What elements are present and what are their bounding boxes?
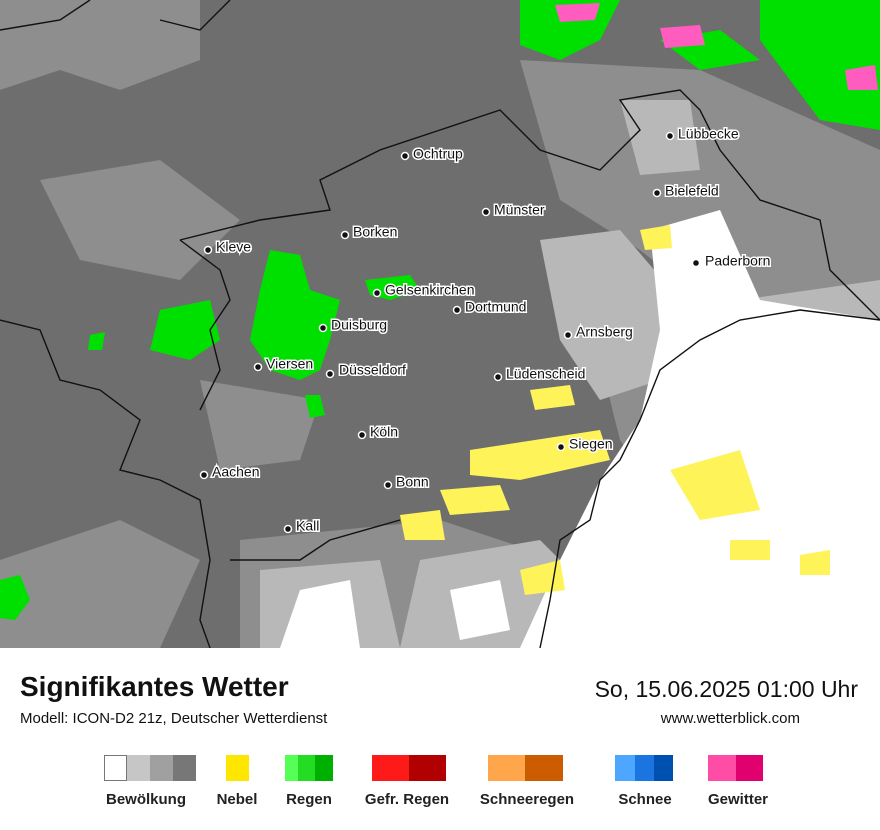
- city-label: Bonn: [396, 474, 429, 490]
- borders: [0, 0, 880, 648]
- legend-label: Bewölkung: [105, 791, 187, 808]
- legend-label: Gefr. Regen: [364, 791, 450, 808]
- legend-label: Nebel: [216, 791, 258, 808]
- legend-swatch: [488, 755, 525, 781]
- legend-swatch: [150, 755, 173, 781]
- legend-label: Regen: [286, 791, 332, 808]
- city-label: Dortmund: [465, 299, 526, 315]
- city-label: Kleve: [216, 239, 251, 255]
- city-label: Köln: [370, 424, 398, 440]
- city-label: Bielefeld: [665, 183, 719, 199]
- city-label: Düsseldorf: [339, 362, 406, 378]
- cloud-clear: [280, 210, 880, 648]
- legend-swatch: [104, 755, 127, 781]
- legend-label: Schneeregen: [479, 791, 575, 808]
- legend-swatch: [173, 755, 196, 781]
- city-label: Münster: [494, 202, 545, 218]
- legend-swatch: [708, 755, 736, 781]
- city-label: Siegen: [569, 436, 613, 452]
- legend-swatch: [315, 755, 333, 781]
- legend-swatch: [736, 755, 763, 781]
- website: www.wetterblick.com: [660, 710, 800, 727]
- legend-swatch: [615, 755, 635, 781]
- thunderstorm: [555, 3, 878, 90]
- city-label: Duisburg: [331, 317, 387, 333]
- city-label: Viersen: [266, 356, 313, 372]
- city-label: Lüdenscheid: [506, 366, 585, 382]
- city-label: Arnsberg: [576, 324, 633, 340]
- city-label: Lübbecke: [678, 126, 739, 142]
- legend-swatch: [409, 755, 446, 781]
- legend-swatch: [127, 755, 150, 781]
- city-label: Aachen: [212, 464, 259, 480]
- datetime: So, 15.06.2025 01:00 Uhr: [594, 676, 858, 702]
- title: Signifikantes Wetter: [20, 671, 289, 702]
- legend-label: Schnee: [618, 791, 672, 808]
- city-label: Borken: [353, 224, 397, 240]
- legend-swatch: [226, 755, 249, 781]
- fog: [400, 225, 830, 595]
- legend-swatch: [654, 755, 673, 781]
- city-markers: [199, 131, 701, 534]
- legend-swatch: [525, 755, 563, 781]
- city-label: Paderborn: [705, 253, 770, 269]
- legend-swatch: [372, 755, 409, 781]
- legend-swatch: [635, 755, 654, 781]
- city-label: Ochtrup: [413, 146, 463, 162]
- legend-label: Gewitter: [707, 791, 769, 808]
- city-label: Kall: [296, 518, 319, 534]
- subtitle: Modell: ICON-D2 21z, Deutscher Wetterdie…: [20, 710, 328, 727]
- city-label: Gelsenkirchen: [385, 282, 475, 298]
- weather-map: Ochtrup Lübbecke Bielefeld Münster Borke…: [0, 0, 880, 648]
